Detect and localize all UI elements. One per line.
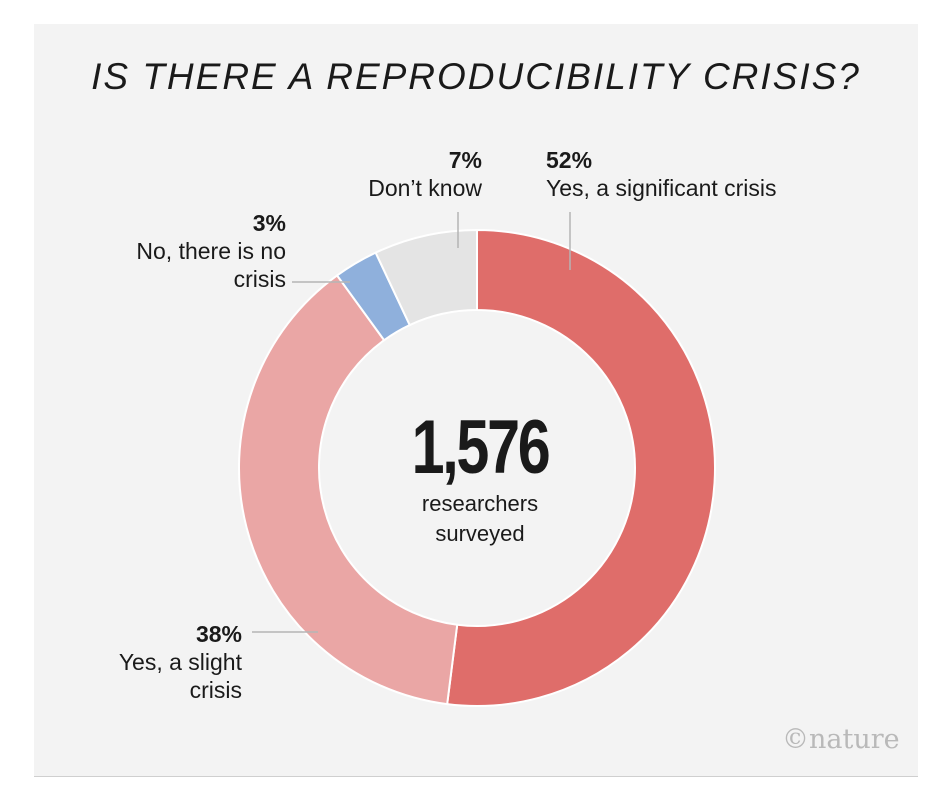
chart-title: IS THERE A REPRODUCIBILITY CRISIS? [91,56,861,97]
slice-label-slight: 38% Yes, a slight crisis [80,620,242,704]
donut-slice-significant [446,228,716,707]
slice-label-dont-know: 7% Don’t know [330,146,482,202]
center-summary: 1,576 researchers surveyed [380,408,580,548]
slice-text-dont-know: Don’t know [368,175,482,201]
slice-value-dont-know: 7% [448,147,482,173]
slice-value-no-crisis: 3% [252,210,286,236]
slice-text-no-crisis-line1: No, there is no [136,238,286,264]
donut-slices [238,228,716,707]
slice-text-slight-line2: crisis [189,677,242,703]
bottom-rule [34,776,918,777]
donut-slice-dont-know [374,228,478,327]
slice-text-no-crisis-line2: crisis [233,266,286,292]
slice-text-slight-line1: Yes, a slight [118,649,242,675]
slice-value-slight: 38% [195,621,242,647]
slice-label-significant: 52% Yes, a significant crisis [546,146,777,202]
nature-logo: ©nature [782,724,900,755]
donut-slice-slight [238,274,459,706]
slice-text-significant: Yes, a significant crisis [546,175,777,201]
center-label-line2: surveyed [435,521,525,546]
slice-value-significant: 52% [546,147,593,173]
center-label-line1: researchers [421,491,539,516]
slice-label-no-crisis: 3% No, there is no crisis [90,209,286,293]
center-count: 1,576 [411,405,551,490]
leader-lines [252,212,571,633]
